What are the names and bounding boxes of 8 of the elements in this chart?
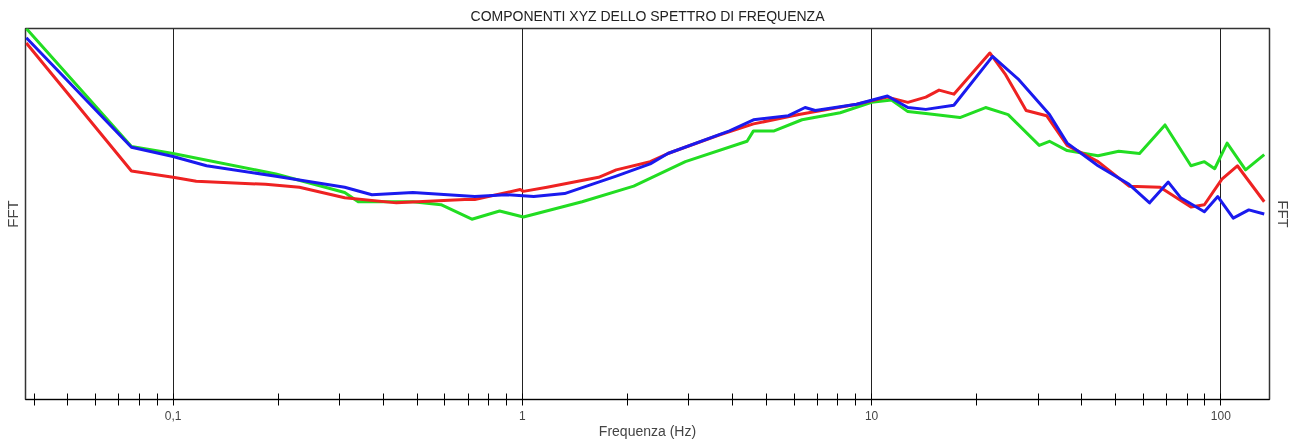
x-tick-label: 0,1 <box>164 408 182 423</box>
y2-axis-title: FFT <box>1274 200 1292 228</box>
x-tick-label: 1 <box>519 408 526 423</box>
x-axis-title: Frequenza (Hz) <box>598 422 697 439</box>
y-axis-title: FFT <box>3 200 21 228</box>
x-tick-label: 10 <box>864 408 879 423</box>
chart-title: COMPONENTI XYZ DELLO SPETTRO DI FREQUENZA <box>470 7 826 24</box>
x-tick-label: 100 <box>1210 408 1232 423</box>
